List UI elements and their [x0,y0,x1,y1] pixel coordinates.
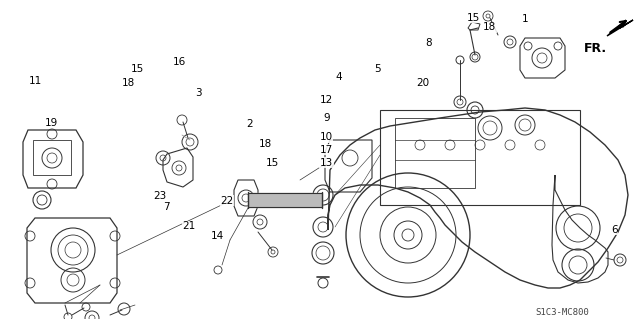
Text: S1C3-MC800: S1C3-MC800 [535,308,589,317]
Text: 21: 21 [182,221,195,232]
Text: 15: 15 [266,158,278,168]
Text: 13: 13 [320,158,333,168]
Text: 2: 2 [246,119,253,130]
Text: 19: 19 [45,118,58,128]
Bar [380,110,580,205]
Text: 6: 6 [611,225,618,235]
Text: FR.: FR. [584,42,607,55]
Text: 7: 7 [163,202,170,212]
Text: 14: 14 [211,231,224,241]
Text: 15: 15 [467,12,480,23]
Text: 20: 20 [416,78,429,88]
Text: 5: 5 [374,63,381,74]
Text: 15: 15 [131,63,144,74]
Text: 10: 10 [320,132,333,142]
Text: 1: 1 [522,14,528,24]
Text: 11: 11 [29,76,42,86]
Text: 8: 8 [426,38,432,48]
Text: 18: 18 [122,78,134,88]
Bar [33,140,71,175]
Text: 23: 23 [154,191,166,201]
Bar [395,118,475,188]
Text: 12: 12 [320,95,333,106]
Text: 16: 16 [173,57,186,67]
Text: 17: 17 [320,145,333,155]
Text: 9: 9 [323,113,330,123]
Polygon shape [607,20,633,36]
Text: 22: 22 [221,196,234,206]
Text: 18: 18 [259,138,272,149]
Text: 3: 3 [195,87,202,98]
Text: 18: 18 [483,22,496,32]
Text: 4: 4 [336,71,342,82]
